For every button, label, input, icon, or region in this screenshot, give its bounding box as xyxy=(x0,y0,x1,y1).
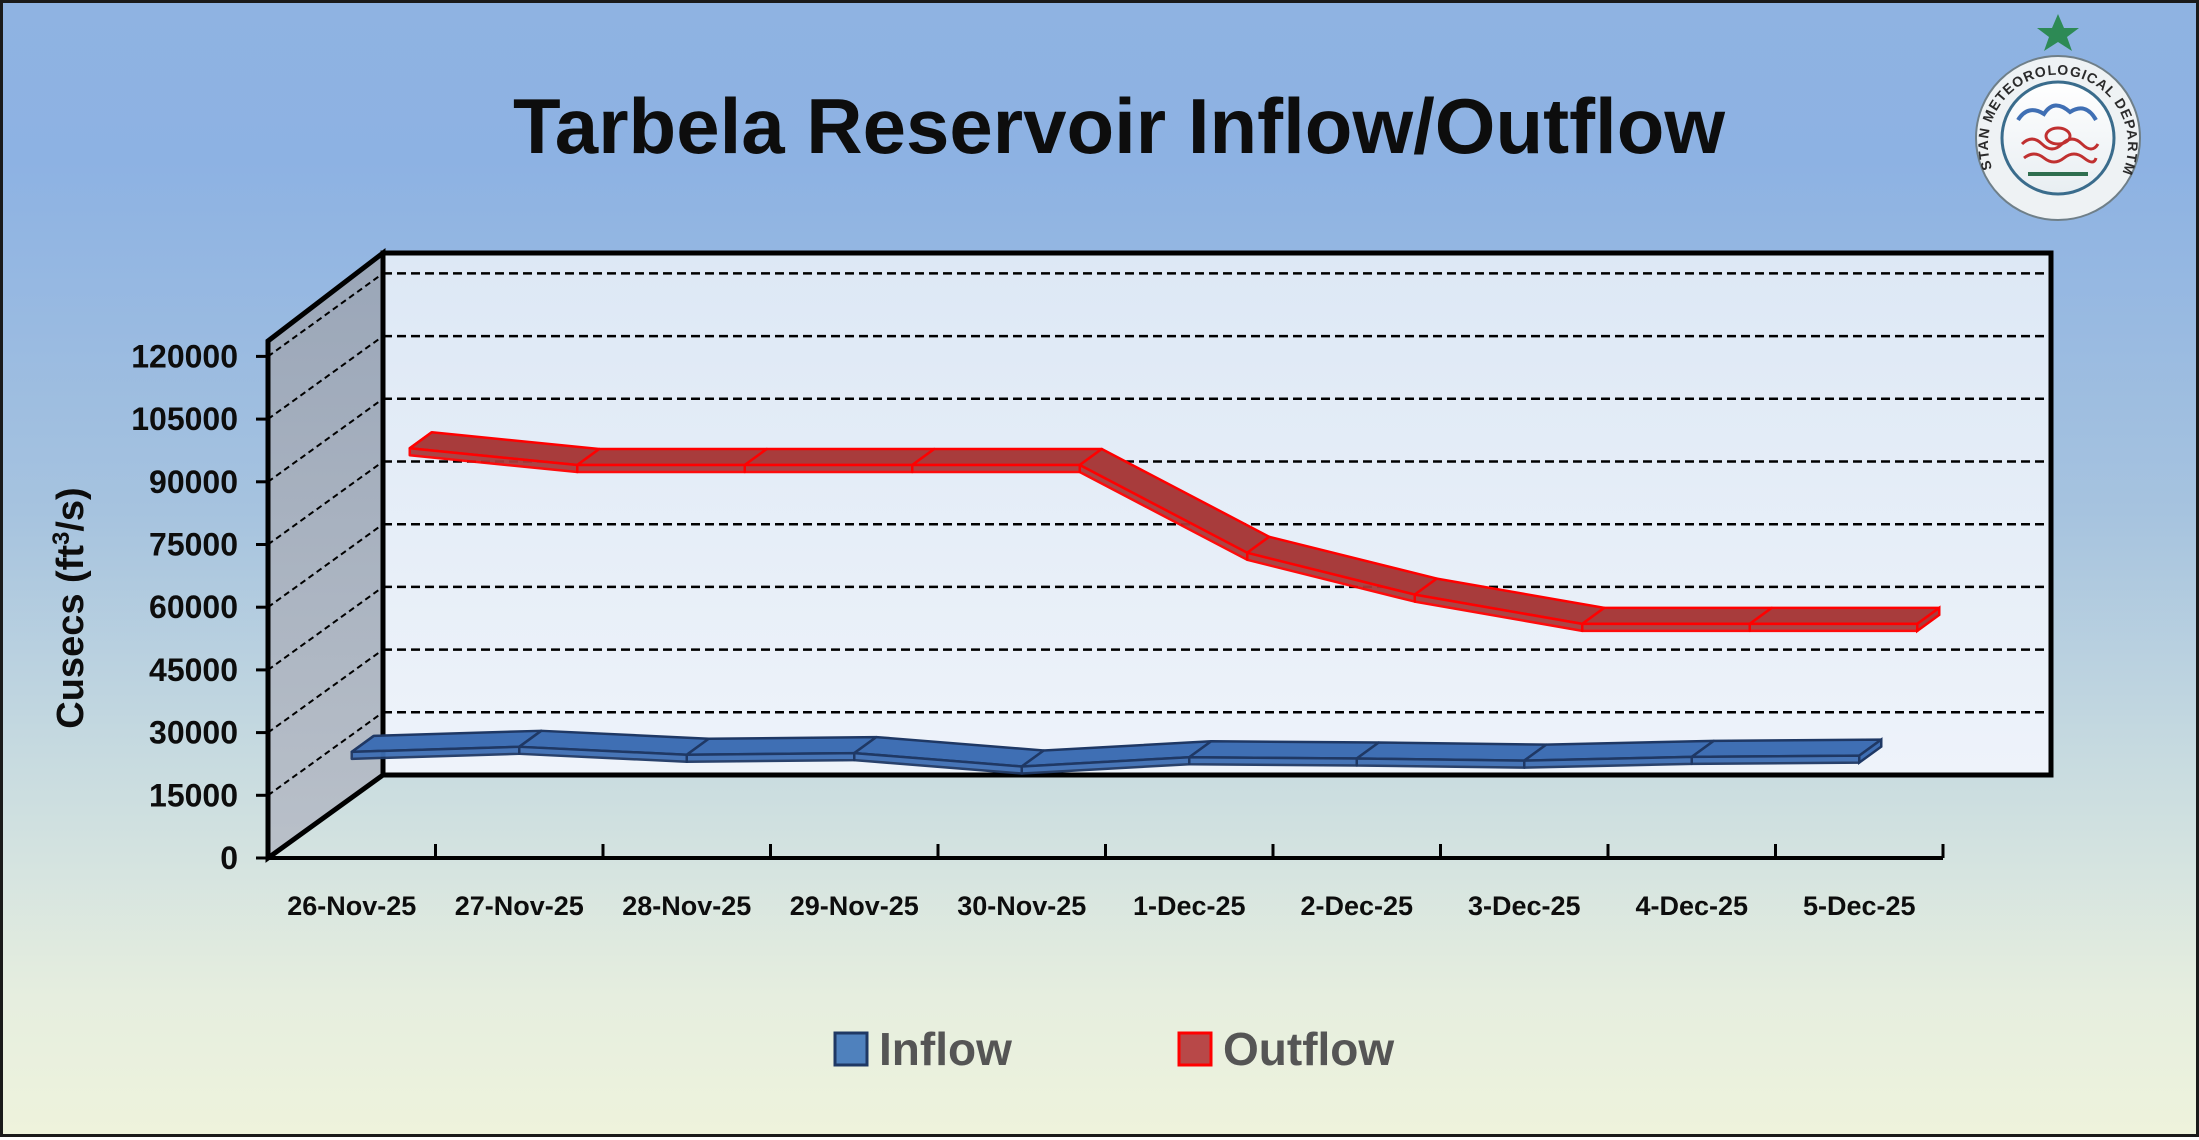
x-tick-label: 3-Dec-25 xyxy=(1468,891,1581,921)
ribbon-top-segment xyxy=(1188,740,1380,760)
y-tick-label: 60000 xyxy=(149,589,238,625)
x-tick-label: 26-Nov-25 xyxy=(287,891,416,921)
series-ribbons xyxy=(350,431,1941,775)
ribbon-top-segment xyxy=(911,447,1103,467)
x-axis-ticks: 26-Nov-25 27-Nov-25 28-Nov-25 29-Nov-25 30-N… xyxy=(266,844,1945,921)
x-tick-label: 1-Dec-25 xyxy=(1133,891,1246,921)
pmd-logo-icon: PAKISTAN METEOROLOGICAL DEPARTMENT xyxy=(1975,14,2141,221)
y-tick-label: 45000 xyxy=(149,652,238,688)
y-tick-label: 105000 xyxy=(131,401,238,437)
x-tick-label: 28-Nov-25 xyxy=(622,891,751,921)
gridline-side xyxy=(267,711,384,797)
ribbon-front-segment xyxy=(685,751,856,764)
ribbon-front-segment xyxy=(1188,756,1358,767)
series-outflow xyxy=(408,431,1941,634)
ribbon-top-segment xyxy=(1690,738,1883,759)
ribbon-top-segment xyxy=(1581,606,1773,626)
ribbon-top-segment xyxy=(576,447,768,467)
x-tick-label: 5-Dec-25 xyxy=(1803,891,1916,921)
gridline-side xyxy=(267,586,384,671)
gridline-side xyxy=(267,648,384,734)
legend-item-outflow: Outflow xyxy=(1177,1023,1394,1075)
x-tick-label: 4-Dec-25 xyxy=(1635,891,1748,921)
ribbon-top-segment xyxy=(743,447,936,467)
ribbon-front-segment xyxy=(1690,754,1861,766)
x-tick-label: 2-Dec-25 xyxy=(1300,891,1413,921)
series-inflow xyxy=(350,729,1883,775)
star-icon xyxy=(2037,14,2079,51)
y-tick-label: 0 xyxy=(220,840,238,876)
y-tick-label: 120000 xyxy=(131,338,238,374)
gridline-side xyxy=(267,460,384,546)
ribbon-start-edge xyxy=(351,734,375,753)
y-tick-label: 30000 xyxy=(149,715,238,751)
x-tick-label: 27-Nov-25 xyxy=(455,891,584,921)
legend-label-inflow: Inflow xyxy=(879,1023,1012,1075)
ribbon-front-segment xyxy=(911,463,1081,474)
legend-swatch-inflow xyxy=(833,1031,869,1067)
gridline-side xyxy=(267,335,384,420)
chart-title: Tarbela Reservoir Inflow/Outflow xyxy=(513,82,1725,170)
legend-label-outflow: Outflow xyxy=(1223,1023,1394,1075)
y-tick-label: 15000 xyxy=(149,777,238,813)
x-tick-label: 29-Nov-25 xyxy=(790,891,919,921)
ribbon-front-segment xyxy=(743,463,914,474)
y-axis-ticks: 0 15000 30000 45000 60000 75000 90000 105000 120… xyxy=(131,338,268,876)
y-tick-label: 90000 xyxy=(149,464,238,500)
chart-canvas: Tarbela Reservoir Inflow/Outflow PAKISTA… xyxy=(48,14,2141,1075)
legend-item-inflow: Inflow xyxy=(833,1023,1012,1075)
y-axis-label: Cusecs (ft3/s) xyxy=(48,487,92,728)
y-tick-label: 75000 xyxy=(149,527,238,563)
ribbon-front-segment xyxy=(576,463,746,474)
ribbon-front-segment xyxy=(1581,622,1751,633)
ribbon-front-segment xyxy=(1355,757,1526,769)
ribbon-start-edge xyxy=(409,431,433,450)
ribbon-front-segment xyxy=(1748,622,1919,633)
gridlines xyxy=(267,272,2051,797)
gridline-side xyxy=(267,397,384,483)
legend-swatch-outflow xyxy=(1177,1031,1213,1067)
x-tick-label: 30-Nov-25 xyxy=(957,891,1086,921)
ribbon-end-cap xyxy=(1916,605,1941,634)
ribbon-end-cap xyxy=(1858,737,1883,766)
gridline-side xyxy=(267,272,384,358)
legend: Inflow Outflow xyxy=(833,1023,1394,1075)
gridline-side xyxy=(267,523,384,609)
ribbon-top-segment xyxy=(1748,606,1941,626)
